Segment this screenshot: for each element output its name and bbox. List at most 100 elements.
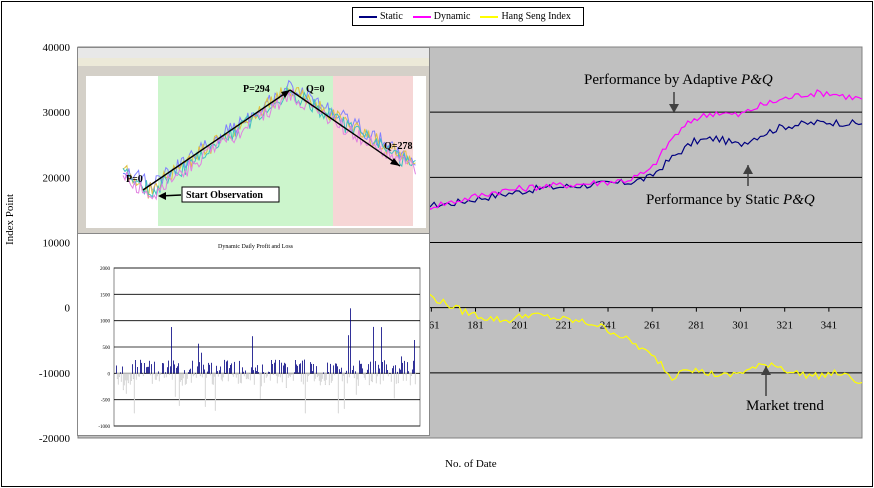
- inset-pnl-bar: [217, 371, 218, 374]
- inset-pnl-bar: [346, 370, 347, 374]
- inset-pnl-bar: [352, 370, 353, 374]
- inset-pnl-bar: [355, 371, 356, 374]
- chart-legend: Static Dynamic Hang Seng Index: [352, 7, 584, 26]
- inset-pnl-bar: [337, 373, 339, 414]
- inset-pnl-bar: [199, 362, 200, 374]
- legend-label-hsi: Hang Seng Index: [501, 11, 571, 22]
- inset-pnl-bar: [230, 365, 231, 374]
- inset-pnl-bar: [300, 363, 301, 374]
- annotation-static: Performance by Static P&Q: [646, 192, 815, 209]
- inset-pnl-bar: [368, 364, 369, 374]
- inset-pnl-bar: [195, 373, 197, 378]
- inset-pnl-bar: [130, 373, 132, 382]
- inset-arrow-down: [289, 89, 401, 167]
- inset-pnl-bar: [316, 373, 318, 378]
- inset-pnl-bar: [184, 373, 186, 385]
- inset-pnl-bar: [402, 373, 404, 381]
- inset-pnl-bar: [207, 371, 208, 374]
- inset-pnl-bar: [149, 360, 150, 374]
- inset-pnl-bar: [350, 308, 351, 374]
- inset-pnl-bar: [232, 373, 234, 377]
- inset-pnl-tick-label: 1500: [100, 293, 111, 298]
- inset-pnl-bar: [281, 373, 283, 383]
- inset-pnl-bar: [275, 359, 276, 374]
- inset-pnl-bar: [330, 373, 332, 383]
- inset-pnl-bar: [355, 373, 357, 395]
- inset-pnl-bar: [266, 373, 268, 377]
- inset-pnl-bar: [141, 362, 142, 374]
- inset-pnl-bar: [263, 373, 265, 383]
- inset-pnl-bar: [177, 366, 178, 374]
- inset-pnl-bar: [288, 373, 290, 376]
- inset-arrowhead-down: [390, 158, 400, 166]
- x-tick-label: 181: [467, 320, 484, 332]
- x-tick-label: 221: [556, 320, 573, 332]
- inset-pnl-bar: [397, 373, 399, 384]
- inset-pnl-bar: [368, 373, 370, 386]
- inset-pnl-bar: [285, 373, 287, 389]
- inset-pnl-bar: [279, 373, 281, 378]
- legend-label-dynamic: Dynamic: [433, 11, 471, 22]
- inset-pnl-bar: [325, 373, 327, 380]
- inset-pnl-bar: [375, 373, 377, 384]
- inset-pnl-bar: [262, 364, 263, 374]
- inset-pnl-bar: [271, 360, 272, 374]
- inset-pnl-bar: [189, 369, 190, 374]
- inset-pnl-bar: [362, 373, 364, 375]
- inset-pnl-bar: [171, 373, 173, 380]
- inset-pnl-bar: [373, 373, 375, 375]
- inset-pnl-bar: [239, 360, 240, 374]
- inset-pnl-bar: [203, 364, 204, 374]
- inset-pnl-bar: [201, 352, 202, 374]
- y-tick-label: -20000: [39, 433, 71, 445]
- inset-pnl-bar: [258, 373, 260, 375]
- inset-pnl-bar: [371, 373, 373, 383]
- inset-pnl-bar: [116, 373, 118, 380]
- inset-arrow-up: [142, 89, 291, 191]
- inset-start-arrowhead: [158, 192, 166, 200]
- inset-pnl-bar: [174, 364, 175, 374]
- inset-pnl-bar: [397, 371, 398, 374]
- inset-pnl-bar: [409, 373, 411, 386]
- inset-pnl-bar: [263, 372, 264, 374]
- inset-pnl-bar: [346, 373, 348, 384]
- inset-pnl-bar: [158, 371, 159, 374]
- inset-pnl-bar: [414, 340, 415, 374]
- inset-pnl-bar: [324, 373, 326, 386]
- inset-pnl-bar: [182, 373, 184, 379]
- inset-pnl-bar: [219, 370, 220, 374]
- inset-pnl-bar: [252, 336, 253, 374]
- inset-pnl-bar: [404, 360, 405, 374]
- inset-pnl-bar: [386, 364, 387, 374]
- inset-pnl-bar: [341, 367, 342, 374]
- inset-pnl-bar: [296, 364, 297, 374]
- inset-pnl-bar: [392, 368, 393, 374]
- inset-pnl-bar: [173, 360, 174, 374]
- inset-pnl-bar: [151, 373, 153, 384]
- inset-pnl-bar: [300, 373, 302, 382]
- inset-pnl-bar: [339, 369, 340, 374]
- inset-pnl-bar: [184, 370, 185, 374]
- inset-pnl-bar: [216, 365, 217, 374]
- inset-pnl-bar: [132, 373, 134, 380]
- inset-pnl-bar: [140, 359, 141, 374]
- inset-pnl-bar: [220, 373, 222, 380]
- inset-pnl-bar: [408, 373, 410, 375]
- inset-pnl-bar: [306, 373, 308, 382]
- inset-pnl-bar: [132, 364, 133, 374]
- inset-pnl-bar: [378, 364, 379, 374]
- inset-pnl-bar: [193, 373, 195, 376]
- inset-pnl-bar: [167, 367, 168, 374]
- inset-pnl-title: Dynamic Daily Profit and Loss: [218, 244, 293, 250]
- inset-pnl-bar: [298, 372, 299, 374]
- inset-pnl-bar: [294, 372, 295, 374]
- inset-pnl-bar: [413, 360, 414, 374]
- inset-pnl-bar: [231, 373, 233, 375]
- inset-pnl-bar: [222, 373, 224, 378]
- inset-pnl-bar: [272, 373, 274, 376]
- inset-pnl-bar: [370, 373, 372, 382]
- inset-pnl-bar: [120, 373, 122, 382]
- inset-pnl-bar: [179, 373, 181, 382]
- inset-pnl-bar: [137, 367, 138, 374]
- inset-pnl-bar: [287, 373, 289, 378]
